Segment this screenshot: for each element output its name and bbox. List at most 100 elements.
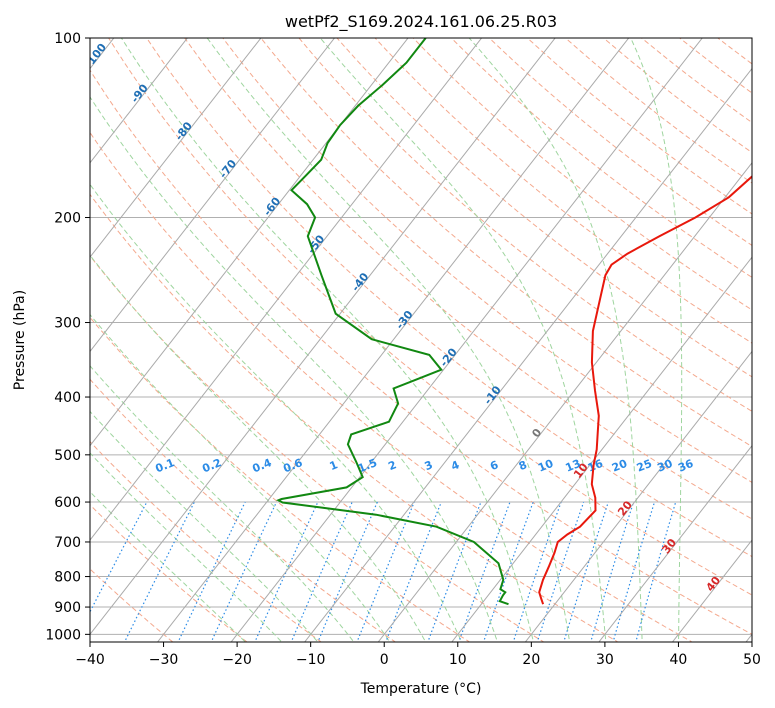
dry-adiabat [526, 38, 752, 215]
dry-adiabat [260, 38, 752, 447]
isotherm-label: -40 [349, 270, 372, 294]
mixing-ratio-label: 0.2 [200, 456, 223, 475]
mixing-ratio-label: 3 [423, 458, 435, 473]
dry-adiabat [412, 38, 752, 311]
dry-adiabat [90, 193, 619, 642]
isotherm [524, 350, 752, 642]
isotherm [90, 38, 262, 258]
mixing-ratio-label: 10 [536, 457, 555, 475]
dry-adiabat [90, 69, 752, 635]
y-tick-label: 700 [54, 535, 81, 551]
mixing-ratio-line [90, 501, 148, 614]
mixing-ratio-line [482, 501, 534, 642]
dry-adiabat [738, 25, 775, 647]
mixing-ratio-line [590, 501, 635, 642]
isotherm-label: -70 [217, 157, 240, 181]
dry-adiabat [90, 568, 174, 642]
dry-adiabat [90, 378, 397, 642]
mixing-ratio-line [635, 501, 677, 642]
mixing-ratio-label: 2 [386, 458, 398, 473]
isotherm-label: -80 [173, 119, 196, 143]
moist-adiabat [90, 183, 463, 642]
isotherm [671, 539, 752, 642]
dry-adiabat [336, 38, 752, 378]
moist-adiabat [630, 38, 683, 642]
mixing-ratio-line [563, 501, 609, 642]
isotherm-label: -30 [393, 308, 416, 332]
mixing-ratio-line [512, 501, 562, 642]
isotherms [90, 38, 752, 642]
dry-adiabats [90, 25, 775, 647]
dry-adiabat [716, 38, 752, 65]
mixing-ratio-label: 13 [564, 457, 583, 475]
y-tick-label: 600 [54, 495, 81, 511]
dry-adiabat [108, 38, 752, 596]
isotherm-label: 0 [529, 426, 544, 440]
dry-adiabat [184, 38, 752, 520]
mixing-ratio-line [427, 501, 482, 642]
isotherm [451, 256, 752, 642]
isotherm [377, 162, 752, 642]
mixing-ratio-label: 36 [676, 457, 695, 475]
profile-series [276, 38, 752, 606]
mixing-ratio-line [385, 501, 442, 642]
y-tick-label: 500 [54, 448, 81, 464]
y-tick-label: 100 [54, 31, 81, 47]
isotherm-label: -10 [481, 383, 504, 407]
mixing-ratio-label: 30 [655, 457, 674, 475]
isotherm [90, 38, 189, 164]
mixing-ratio-line [612, 501, 656, 642]
x-tick-label: −10 [296, 652, 326, 668]
dry-adiabat [90, 255, 545, 642]
x-tick-label: 40 [670, 652, 688, 668]
x-axis-ticks: −40 −30 −20 −10 0 10 20 30 40 50 [75, 642, 761, 668]
moist-adiabat [90, 410, 319, 642]
isotherm [598, 444, 752, 642]
moist-adiabat [319, 38, 607, 642]
isotherm [90, 38, 483, 541]
pressure-gridlines [90, 38, 752, 635]
isotherm [304, 67, 752, 642]
dry-adiabat [298, 38, 752, 412]
mixing-ratio-label: 20 [610, 457, 629, 475]
mixing-ratio-line [536, 501, 585, 642]
isotherm [90, 38, 336, 353]
x-tick-label: −20 [222, 652, 252, 668]
mixing-ratio-line [177, 501, 246, 642]
mixing-ratio-label: 0.4 [251, 456, 274, 475]
y-axis-label: Pressure (hPa) [12, 290, 28, 390]
isotherm-label: -100 [82, 41, 109, 71]
mixing-ratio-label: 0.6 [281, 456, 304, 475]
moist-adiabat [90, 452, 283, 642]
isotherm-label: -60 [261, 195, 284, 219]
x-tick-label: 30 [596, 652, 614, 668]
mixing-ratio-label: 1.5 [356, 456, 379, 475]
mixing-ratio-lines [90, 501, 677, 642]
plot-frame [89, 37, 753, 643]
moist-adiabat [206, 38, 571, 642]
moist-adiabat [120, 38, 535, 642]
y-tick-label: 200 [54, 211, 81, 227]
x-tick-label: −40 [75, 652, 105, 668]
y-tick-label: 400 [54, 390, 81, 406]
x-tick-label: 50 [743, 652, 761, 668]
isotherm [90, 38, 556, 636]
mixing-ratio-labels: 0.1 0.2 0.4 0.6 1 1.5 2 3 4 6 8 10 13 16 20 25 30 36 [153, 456, 695, 476]
mixing-ratio-label: 16 [586, 457, 605, 475]
temperature-line [538, 175, 752, 605]
moist-adiabat [90, 313, 391, 642]
isotherm-label: 20 [615, 498, 635, 518]
y-tick-label: 1000 [45, 627, 81, 643]
mixing-ratio-label: 1 [328, 458, 340, 473]
isotherm-label: 30 [659, 536, 679, 556]
moist-adiabat [90, 96, 499, 642]
x-tick-label: 10 [449, 652, 467, 668]
mixing-ratio-line [123, 501, 195, 642]
mixing-ratio-line [356, 501, 415, 642]
isotherm-label: -90 [128, 81, 151, 105]
mixing-ratio-label: 25 [635, 457, 654, 475]
mixing-ratio-line [254, 501, 319, 642]
mixing-ratio-line [290, 501, 353, 642]
mixing-ratio-line [210, 501, 278, 642]
